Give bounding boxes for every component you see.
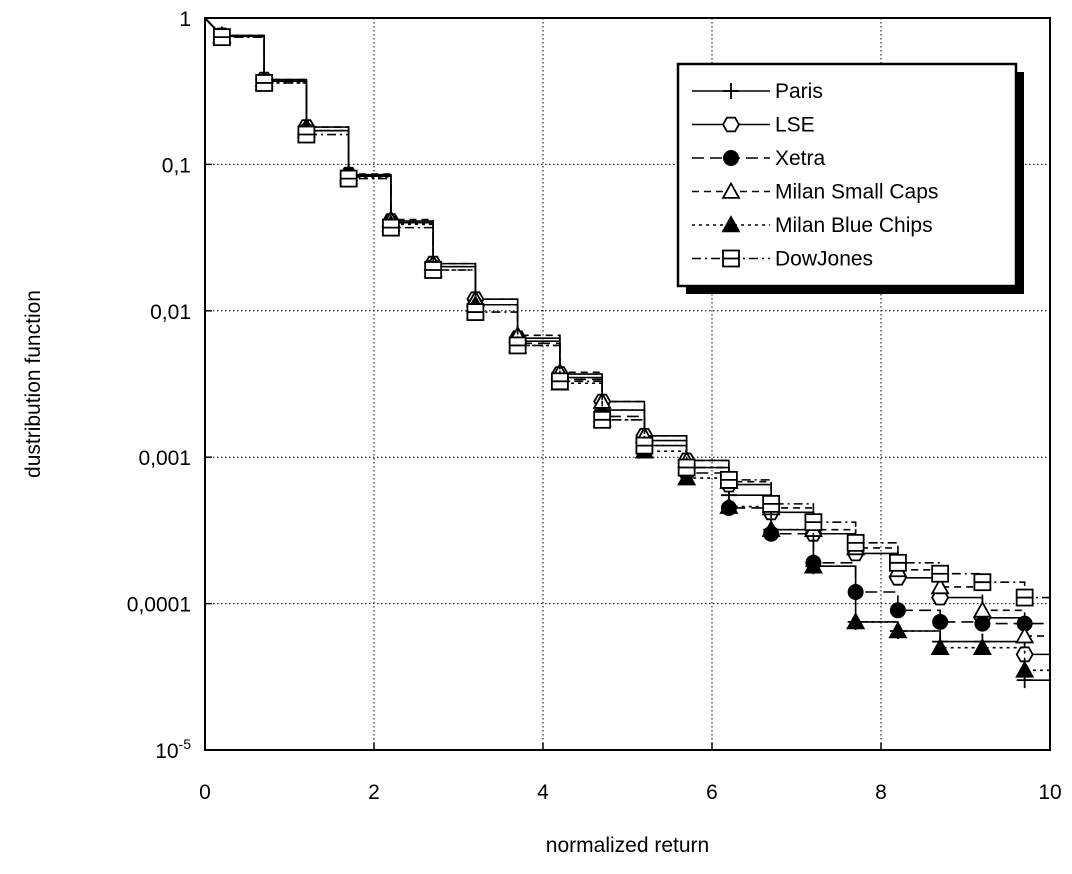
- legend-entry: Xetra: [692, 147, 826, 170]
- data-point: [677, 468, 697, 486]
- data-point: [973, 573, 992, 592]
- data-point: [424, 261, 443, 279]
- legend-label: DowJones: [775, 248, 873, 271]
- data-point: [593, 410, 612, 429]
- data-point: [803, 556, 823, 574]
- data-point: [508, 336, 527, 355]
- series-line: [204, 17, 1050, 599]
- data-point: [297, 125, 316, 144]
- series-line: [204, 17, 1050, 625]
- data-point: [255, 74, 274, 92]
- data-point: [889, 602, 906, 619]
- data-point: [381, 218, 400, 237]
- legend-label: Milan Blue Chips: [775, 214, 933, 237]
- data-point: [1015, 660, 1035, 678]
- x-tick-label: 2: [368, 781, 380, 804]
- legend-entry: Milan Blue Chips: [692, 214, 933, 237]
- data-point: [761, 519, 781, 537]
- data-point: [932, 613, 949, 630]
- legend-label: Milan Small Caps: [775, 181, 938, 204]
- y-tick-label: 0,0001: [127, 594, 191, 617]
- legend: Paris LSE Xetra Milan Small Caps Milan Blue …: [676, 62, 1024, 294]
- x-tick-label: 6: [706, 781, 718, 804]
- data-point: [677, 458, 696, 477]
- data-point: [339, 169, 358, 188]
- x-axis-title: normalized return: [546, 834, 709, 857]
- data-point: [551, 372, 569, 391]
- plot-frame: [204, 17, 1051, 751]
- data-point: [762, 494, 781, 513]
- data-point: [846, 533, 865, 552]
- legend-box: [676, 62, 1018, 288]
- x-tick-label: 4: [537, 781, 549, 804]
- legend-entry: Milan Small Caps: [692, 181, 938, 204]
- y-tick-label: 1: [179, 8, 191, 31]
- data-point: [930, 577, 950, 595]
- data-point: [720, 470, 738, 489]
- data-point: [846, 612, 866, 630]
- x-tick-label: 10: [1038, 781, 1061, 804]
- data-point: [466, 303, 485, 321]
- y-axis-title: dustribution function: [22, 290, 45, 478]
- y-tick-label: 0,1: [162, 154, 191, 177]
- data-point: [888, 621, 908, 639]
- y-tick-label: 0,01: [150, 301, 191, 324]
- data-point: [635, 436, 654, 455]
- data-point: [1015, 588, 1034, 607]
- legend-label: Paris: [775, 80, 823, 103]
- data-point: [889, 553, 907, 572]
- data-point: [972, 600, 992, 618]
- data-point: [1015, 646, 1034, 663]
- x-tick-label: 0: [199, 781, 211, 804]
- axis-ticks: 0 2 4 6 8 10 1 0,1 0,01 0,001 0,0001 10-5: [127, 8, 1062, 804]
- data-point: [212, 28, 231, 47]
- series-dowjones: [204, 17, 1050, 607]
- series-group: [204, 17, 1050, 689]
- legend-marker: [721, 181, 741, 199]
- legend-entry: Paris: [692, 80, 823, 103]
- legend-label: LSE: [775, 114, 815, 137]
- series-line: [204, 17, 1050, 637]
- data-point: [972, 637, 992, 655]
- legend-marker: [721, 116, 741, 133]
- legend-marker: [723, 150, 739, 166]
- data-point: [719, 496, 739, 514]
- data-point: [974, 615, 991, 632]
- y-tick-label: 10-5: [155, 736, 191, 763]
- data-point: [1015, 626, 1035, 644]
- x-tick-label: 8: [875, 781, 887, 804]
- legend-marker: [721, 215, 741, 233]
- data-point: [804, 513, 823, 532]
- data-point: [930, 637, 950, 655]
- data-point: [847, 584, 864, 601]
- data-point: [931, 564, 950, 583]
- legend-marker: [722, 249, 740, 268]
- y-tick-label: 0,001: [138, 447, 191, 470]
- data-point: [1016, 615, 1033, 632]
- legend-marker: [723, 83, 739, 99]
- legend-entry: LSE: [692, 114, 815, 137]
- data-point: [592, 391, 612, 409]
- legend-label: Xetra: [775, 147, 826, 170]
- legend-entry: DowJones: [692, 248, 873, 271]
